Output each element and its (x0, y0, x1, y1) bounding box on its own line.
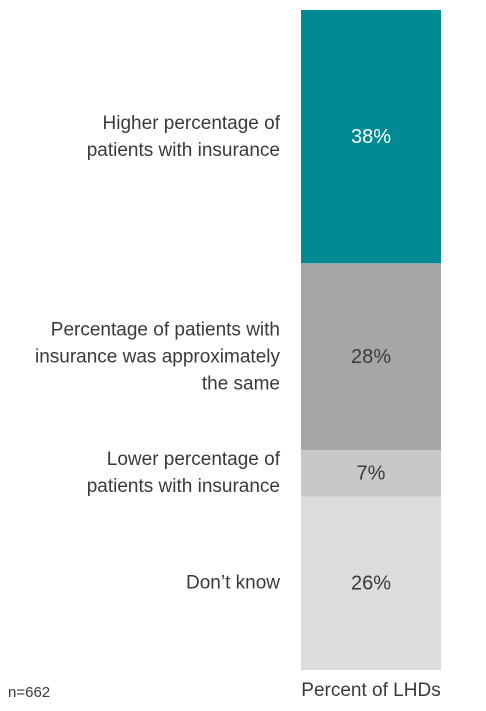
value-label: 26% (351, 573, 391, 595)
value-label: 38% (351, 126, 391, 148)
category-label: Lower percentage of patients with insura… (86, 449, 280, 498)
bar-segment (301, 450, 441, 497)
category-label: Don’t know (186, 572, 280, 594)
x-axis-label: Percent of LHDs (301, 680, 441, 701)
value-label: 28% (351, 346, 391, 368)
value-label: 7% (357, 463, 386, 485)
category-label: Higher percentage of patients with insur… (86, 112, 280, 161)
bar-segment (301, 263, 441, 450)
bar-segment (301, 496, 441, 670)
bar-segment (301, 10, 441, 264)
sample-note: n=662 (8, 684, 51, 701)
category-label: Percentage of patients with insurance wa… (34, 319, 280, 395)
